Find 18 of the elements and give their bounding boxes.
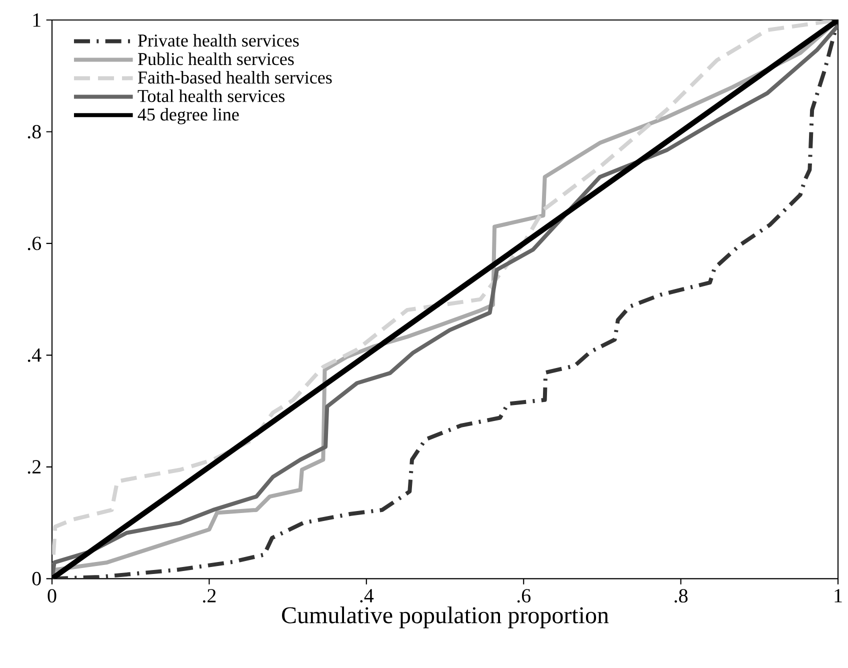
x-tick-label: .4 [360,589,374,603]
x-tick-label: .2 [203,589,216,603]
y-tick-label: .6 [28,236,42,250]
y-tick-label: 0 [32,572,41,586]
x-tick-label: .8 [674,589,688,603]
x-axis-title: Cumulative population proportion [282,606,609,628]
x-tick-label: .6 [517,589,531,603]
legend-label: Total health services [138,89,285,102]
legend-label: Private health services [138,34,299,47]
x-tick-label: 1 [834,589,842,602]
y-tick-label: 1 [33,13,40,27]
y-tick-label: .2 [28,460,40,474]
legend-label: 45 degree line [138,108,239,124]
y-tick-label: .4 [28,348,42,362]
y-tick-label: .8 [28,124,41,139]
x-tick-label: 0 [48,589,56,603]
legend-label: Faith-based health services [138,70,332,84]
legend-label: Public health services [138,52,294,66]
